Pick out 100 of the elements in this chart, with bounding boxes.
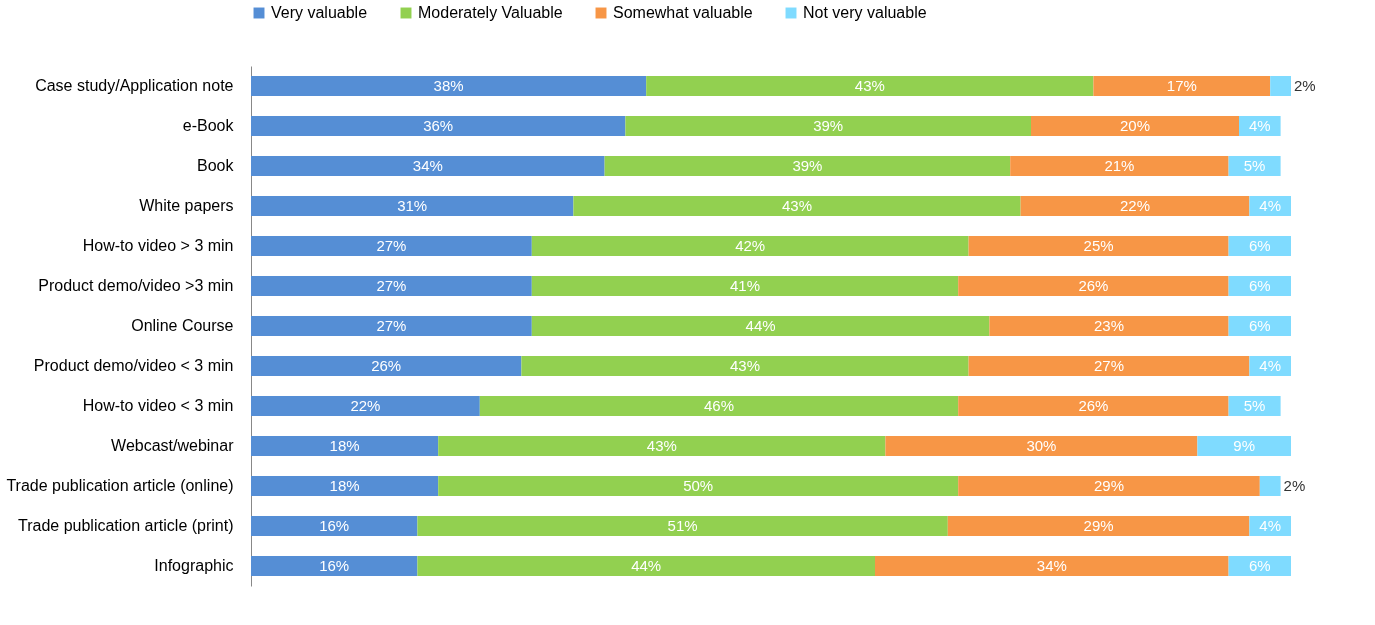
bar: [531, 236, 969, 256]
data-label: 6%: [1248, 277, 1271, 294]
data-label: 27%: [376, 237, 407, 254]
y-tick-label: Product demo/video < 3 min: [33, 357, 234, 374]
bar: [251, 236, 532, 256]
y-tick-label: How-to video < 3 min: [82, 397, 234, 414]
bar: [417, 556, 875, 576]
data-label: 31%: [397, 197, 428, 214]
bar: [1031, 116, 1239, 136]
data-label: 26%: [1078, 277, 1109, 294]
data-label: 39%: [792, 157, 823, 174]
bar: [604, 156, 1011, 176]
data-label: 18%: [329, 477, 360, 494]
bar: [531, 316, 990, 336]
bar: [958, 396, 1229, 416]
data-label: 27%: [376, 277, 407, 294]
data-label: 5%: [1243, 157, 1266, 174]
data-label: 17%: [1166, 77, 1197, 94]
data-label: 22%: [350, 397, 381, 414]
bar: [625, 116, 1031, 136]
data-label: 23%: [1093, 317, 1125, 334]
data-label: 4%: [1259, 357, 1282, 374]
bar: [417, 516, 948, 536]
data-label: 50%: [683, 477, 714, 494]
bar: [251, 156, 605, 176]
y-tick-label: Book: [197, 157, 235, 174]
bar: [531, 276, 959, 296]
data-label: 39%: [813, 117, 844, 134]
y-tick-label: Webcast/webinar: [111, 437, 235, 454]
bar: [573, 196, 1021, 216]
data-label: 44%: [631, 557, 662, 574]
bar: [251, 76, 647, 96]
bar: [989, 316, 1229, 336]
bar: [1259, 476, 1281, 496]
y-tick-label: Product demo/video >3 min: [38, 277, 234, 294]
data-label: 43%: [781, 197, 813, 214]
y-tick-label: Trade publication article (print): [18, 517, 234, 534]
data-label: 34%: [1036, 557, 1067, 574]
y-tick-label: Trade publication article (online): [6, 477, 234, 494]
data-label: 5%: [1243, 397, 1266, 414]
data-label: 27%: [376, 317, 407, 334]
data-label: 6%: [1248, 237, 1271, 254]
bar: [521, 356, 969, 376]
bar: [251, 476, 439, 496]
data-label: 42%: [735, 237, 766, 254]
y-tick-label: Online Course: [131, 317, 234, 334]
bar: [947, 516, 1250, 536]
data-label: 25%: [1083, 237, 1114, 254]
data-label: 26%: [371, 357, 402, 374]
bar: [885, 436, 1198, 456]
data-label: 22%: [1119, 197, 1151, 214]
bar: [251, 436, 439, 456]
bar: [1093, 76, 1271, 96]
data-label: 43%: [729, 357, 761, 374]
data-label: 4%: [1259, 197, 1282, 214]
data-label: 21%: [1104, 157, 1135, 174]
bar: [958, 276, 1229, 296]
bar: [968, 356, 1250, 376]
legend-label: Very valuable: [271, 4, 368, 21]
data-label: 41%: [729, 277, 761, 294]
data-label: 16%: [319, 557, 350, 574]
data-label: 43%: [646, 437, 677, 454]
data-label: 44%: [745, 317, 776, 334]
data-label: 16%: [319, 517, 350, 534]
bar: [958, 476, 1260, 496]
data-label: 4%: [1248, 117, 1271, 134]
legend-label: Not very valuable: [803, 4, 927, 21]
bar: [479, 396, 959, 416]
bar: [968, 236, 1229, 256]
data-label: 20%: [1119, 117, 1151, 134]
data-label: 46%: [703, 397, 735, 414]
bar: [1020, 196, 1250, 216]
bar: [251, 316, 532, 336]
data-label: 2%: [1294, 77, 1316, 94]
bar: [875, 556, 1229, 576]
legend-label: Moderately Valuable: [418, 4, 563, 21]
legend-label: Somewhat valuable: [613, 4, 753, 21]
bar: [251, 116, 626, 136]
bar: [646, 76, 1094, 96]
bar: [251, 556, 418, 576]
data-label: 29%: [1093, 477, 1125, 494]
bar: [251, 356, 522, 376]
bar: [251, 396, 480, 416]
data-label: 18%: [329, 437, 360, 454]
data-label: 2%: [1283, 477, 1306, 494]
data-label: 6%: [1248, 557, 1271, 574]
data-label: 6%: [1248, 317, 1271, 334]
y-tick-label: How-to video > 3 min: [82, 237, 234, 254]
y-tick-label: White papers: [139, 197, 234, 214]
data-label: 43%: [854, 77, 885, 94]
data-label: 34%: [412, 157, 443, 174]
data-label: 51%: [667, 517, 698, 534]
data-label: 30%: [1026, 437, 1057, 454]
data-label: 9%: [1233, 437, 1256, 454]
bar: [251, 516, 418, 536]
bar: [1010, 156, 1229, 176]
bar: [1270, 76, 1291, 96]
data-label: 27%: [1093, 357, 1125, 374]
bar: [438, 436, 886, 456]
data-label: 26%: [1078, 397, 1109, 414]
